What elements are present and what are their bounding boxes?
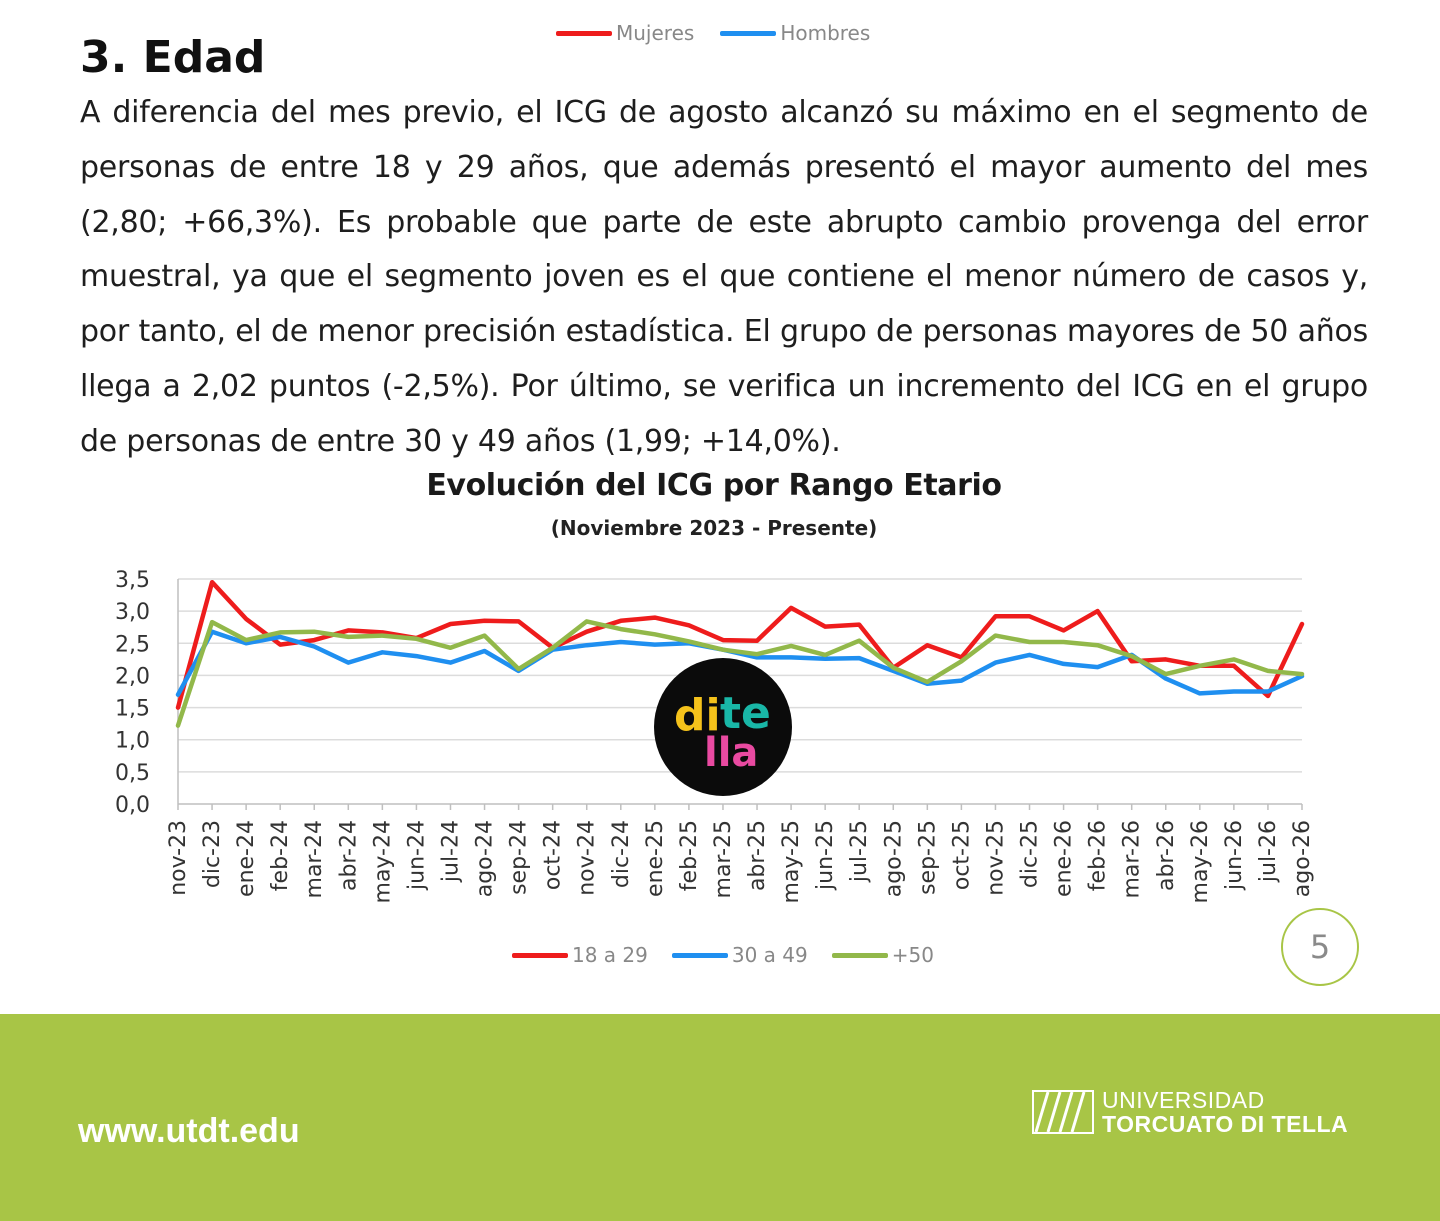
- utdt-logo: UNIVERSIDAD TORCUATO DI TELLA: [1032, 1088, 1362, 1136]
- y-tick-label: 3,5: [115, 568, 150, 593]
- x-tick-label: jul-26: [1256, 820, 1281, 883]
- x-tick-label: jul-25: [847, 820, 872, 883]
- x-tick-label: dic-24: [609, 820, 634, 888]
- legend-item-hombres: Hombres: [720, 21, 870, 45]
- footer-url-link[interactable]: www.utdt.edu: [78, 1112, 300, 1150]
- legend-item-mujeres: Mujeres: [556, 21, 694, 45]
- logo-di: di: [674, 690, 721, 741]
- legend-label-mujeres: Mujeres: [616, 21, 695, 45]
- x-tick-label: sep-24: [507, 820, 532, 895]
- legend-label-hombres: Hombres: [780, 21, 871, 45]
- x-tick-label: ago-24: [473, 820, 498, 897]
- x-tick-label: mar-26: [1120, 820, 1145, 898]
- x-tick-label: mar-25: [711, 820, 736, 898]
- utdt-line2: TORCUATO DI TELLA: [1102, 1111, 1349, 1137]
- x-tick-label: abr-24: [336, 820, 361, 891]
- bottom-legend: 18 a 29 30 a 49 +50: [512, 940, 958, 970]
- x-tick-label: feb-26: [1086, 820, 1111, 891]
- legend-item-18-29: 18 a 29: [512, 943, 648, 967]
- x-tick-label: dic-25: [1018, 820, 1043, 888]
- x-tick-label: mar-24: [302, 820, 327, 898]
- x-tick-label: jul-24: [438, 820, 463, 883]
- x-tick-label: oct-24: [541, 820, 566, 890]
- x-tick-label: jun-26: [1222, 820, 1247, 891]
- y-tick-label: 1,5: [115, 697, 150, 722]
- logo-lla: lla: [704, 730, 758, 776]
- x-tick-label: jun-25: [813, 820, 838, 891]
- x-tick-label: ene-25: [643, 820, 668, 897]
- chart-subtitle: (Noviembre 2023 - Presente): [550, 516, 878, 540]
- x-tick-label: abr-26: [1154, 820, 1179, 891]
- legend-swatch-18-29: [512, 952, 568, 958]
- x-tick-label: nov-25: [983, 820, 1008, 896]
- section-paragraph: A diferencia del mes previo, el ICG de a…: [80, 95, 1368, 459]
- y-tick-label: 3,0: [115, 600, 150, 625]
- x-tick-label: ene-24: [234, 820, 259, 897]
- top-legend: Mujeres Hombres: [556, 20, 896, 46]
- legend-swatch-50-plus: [831, 952, 888, 958]
- series-line-2: [175, 619, 1305, 728]
- legend-label-18-29: 18 a 29: [572, 943, 648, 967]
- legend-swatch-30-49: [671, 952, 728, 958]
- legend-label-30-49: 30 a 49: [731, 943, 808, 967]
- x-tick-label: ene-26: [1052, 820, 1077, 897]
- x-tick-label: may-25: [779, 820, 804, 903]
- ditella-logo: di te lla: [654, 658, 792, 796]
- legend-label-50-plus: +50: [891, 943, 934, 967]
- x-tick-label: ago-25: [881, 820, 906, 897]
- legend-swatch-hombres: [720, 30, 777, 36]
- x-tick-label: abr-25: [745, 820, 770, 891]
- x-tick-label: sep-25: [915, 820, 940, 895]
- x-tick-label: may-24: [370, 820, 395, 903]
- logo-te: te: [720, 688, 771, 739]
- y-tick-label: 0,0: [115, 793, 150, 818]
- x-tick-label: jun-24: [404, 820, 429, 891]
- icg-line-chart: 0,0 0,5 1,0 1,5 2,0 2,5 3,0 3,5 nov-23 dic-23 ene-…: [115, 568, 1315, 903]
- x-tick-label: ago-26: [1290, 820, 1315, 897]
- legend-swatch-mujeres: [556, 30, 612, 36]
- page-number: 5: [1281, 908, 1359, 986]
- y-tick-label: 1,0: [115, 729, 150, 754]
- legend-item-30-49: 30 a 49: [671, 943, 808, 967]
- x-tick-label: dic-23: [200, 820, 225, 888]
- utdt-stripes-icon: [1032, 1090, 1094, 1134]
- y-tick-label: 2,5: [115, 632, 150, 657]
- x-tick-label: nov-23: [166, 820, 191, 896]
- x-tick-label: feb-24: [268, 820, 293, 891]
- x-tick-label: may-26: [1188, 820, 1213, 903]
- footer-banner: www.utdt.edu UNIVERSIDAD TORCUATO DI TEL…: [0, 1014, 1440, 1221]
- series-line-0: [175, 579, 1305, 710]
- x-tick-label: oct-25: [949, 820, 974, 890]
- x-tick-label: nov-24: [575, 820, 600, 896]
- y-tick-label: 2,0: [115, 664, 150, 689]
- section-heading: 3. Edad: [80, 32, 266, 83]
- legend-item-50-plus: +50: [831, 943, 934, 967]
- x-tick-label: feb-25: [677, 820, 702, 891]
- y-tick-label: 0,5: [115, 761, 150, 786]
- chart-title: Evolución del ICG por Rango Etario: [426, 468, 1002, 503]
- utdt-line1: UNIVERSIDAD: [1102, 1087, 1265, 1113]
